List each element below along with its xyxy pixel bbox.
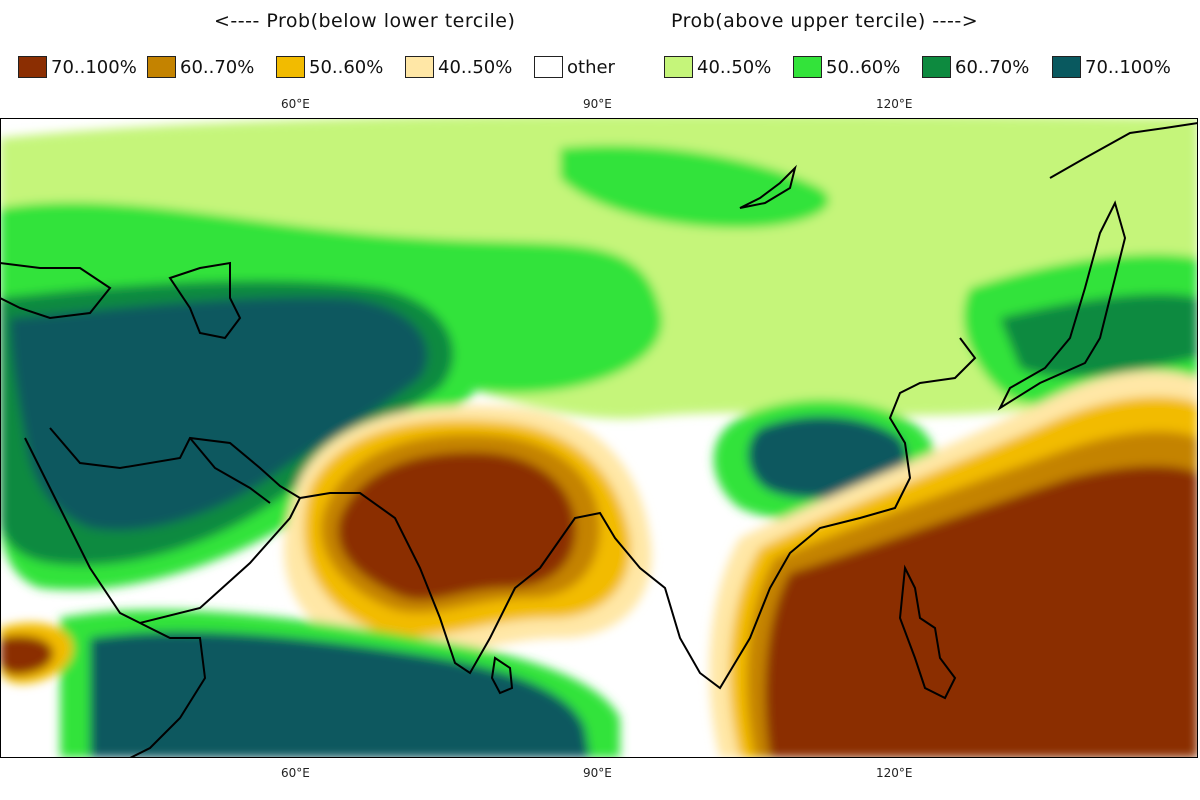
legend-item-above-40-50: 40..50% [664,56,771,78]
legend-swatch [147,56,176,78]
legend: 70..100% 60..70% 50..60% 40..50% other 4… [18,56,1188,84]
coastline-kamchatka [1049,122,1198,179]
lon-label-top: 60°E [281,97,310,111]
coastline-caspian-sea [168,261,242,340]
legend-label: 40..50% [697,56,772,78]
lon-label-bottom: 120°E [876,766,913,780]
legend-swatch [922,56,951,78]
area-below-70-100 [0,635,54,676]
lon-label-top: 90°E [583,97,612,111]
area-above-70-100 [10,297,428,531]
legend-swatch [405,56,434,78]
coastline-black-sea [0,262,112,320]
coastline-south-asia [299,337,977,690]
area-above-70-100 [90,631,590,758]
legend-item-below-70-100: 70..100% [18,56,137,78]
lon-label-bottom: 60°E [281,766,310,780]
legend-swatch [1052,56,1081,78]
area-above-50-60 [560,145,829,228]
probability-shading [0,118,1198,758]
coastline-persian-gulf [189,437,271,504]
header-above-tercile: Prob(above upper tercile) ----> [671,10,979,32]
area-below-70-100 [765,466,1198,758]
coastlines [0,122,1198,758]
legend-swatch [664,56,693,78]
legend-item-above-60-70: 60..70% [922,56,1029,78]
legend-label: 70..100% [1085,56,1171,78]
legend-item-above-50-60: 50..60% [793,56,900,78]
legend-item-below-50-60: 50..60% [276,56,383,78]
legend-label: 50..60% [309,56,384,78]
legend-swatch [18,56,47,78]
legend-swatch [276,56,305,78]
legend-label: 60..70% [180,56,255,78]
legend-item-other: other [534,56,615,78]
coastline-lake-baikal [739,164,797,209]
legend-label: 60..70% [955,56,1030,78]
legend-label: other [567,56,615,78]
probability-map [0,118,1198,758]
lon-label-top: 120°E [876,97,913,111]
coastline-japan [997,200,1127,411]
legend-item-below-60-70: 60..70% [147,56,254,78]
area-above-60-70 [1000,294,1198,377]
legend-item-above-70-100: 70..100% [1052,56,1171,78]
legend-item-below-40-50: 40..50% [405,56,512,78]
legend-label: 40..50% [438,56,513,78]
legend-swatch [793,56,822,78]
legend-label: 70..100% [51,56,137,78]
area-above-70-100 [748,416,908,499]
coastline-east-africa [129,622,207,758]
lon-label-bottom: 90°E [583,766,612,780]
legend-label: 50..60% [826,56,901,78]
header-below-tercile: <---- Prob(below lower tercile) [214,10,516,32]
legend-swatch [534,56,563,78]
coastline-sri-lanka [490,656,514,695]
coastline-philippines [898,564,957,700]
area-below-70-100 [338,452,576,600]
